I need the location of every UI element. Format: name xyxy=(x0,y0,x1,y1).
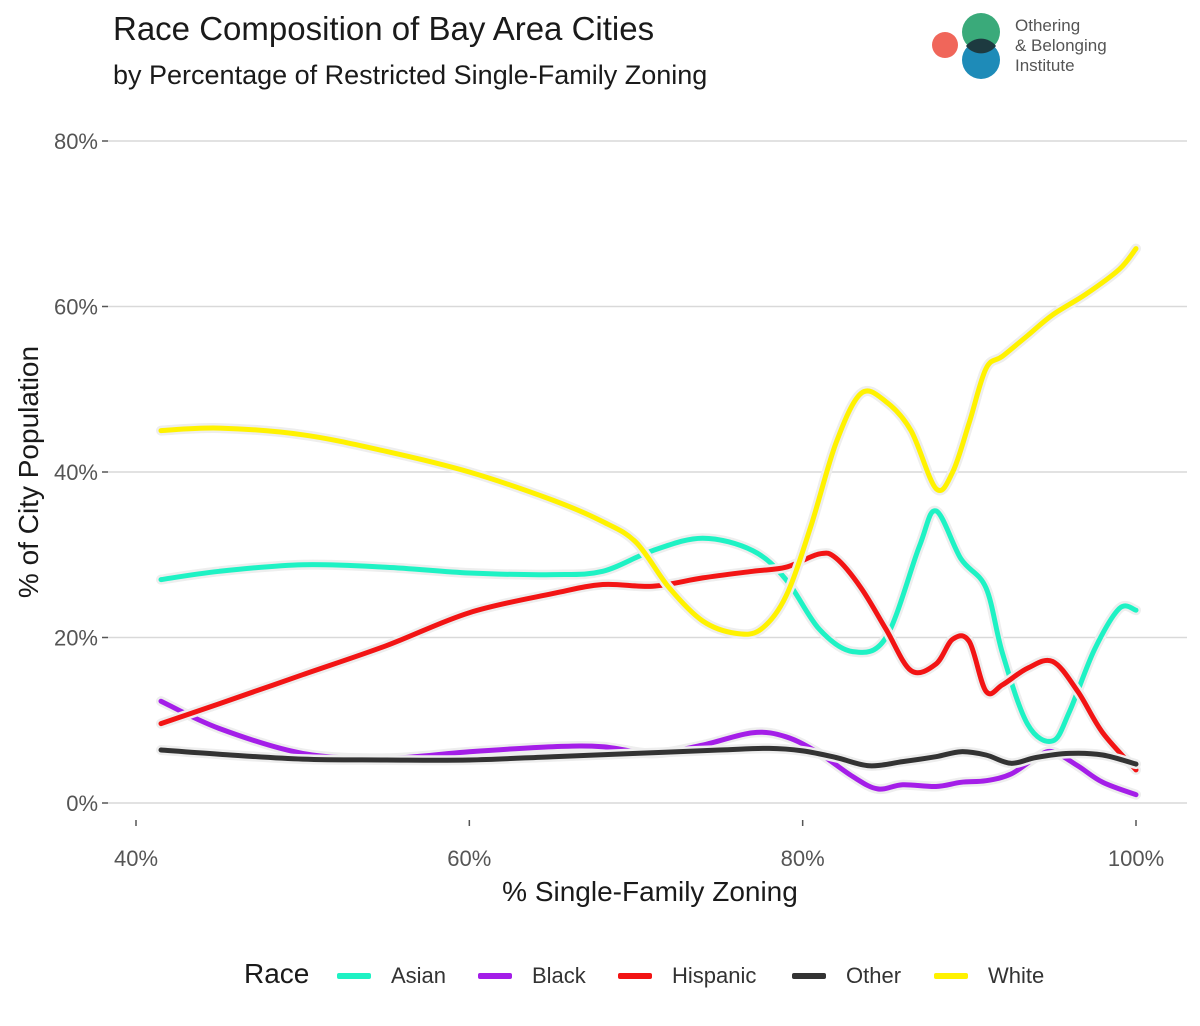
gridlines xyxy=(108,140,1187,804)
legend-item-white: White xyxy=(934,962,1044,990)
logo-mark-icon xyxy=(932,13,1000,79)
logo-line-2: & Belonging xyxy=(1015,36,1107,55)
chart-subtitle: by Percentage of Restricted Single-Famil… xyxy=(113,60,708,90)
chart-title: Race Composition of Bay Area Cities xyxy=(113,10,655,47)
legend-item-black: Black xyxy=(478,962,586,990)
legend-swatch-white xyxy=(934,973,968,979)
series-line-other xyxy=(158,745,1139,769)
legend-item-hispanic: Hispanic xyxy=(618,962,756,990)
line-chart: 0% 20% 40% 60% 80% 40% 60% 80% 100% % Single-Fa… xyxy=(13,129,1187,907)
series-line-asian xyxy=(158,508,1139,744)
y-tick-label: 40% xyxy=(54,460,98,485)
logo-text: Othering & Belonging Institute xyxy=(1015,16,1107,76)
legend-swatch-hispanic xyxy=(618,973,652,979)
x-tick-label: 40% xyxy=(114,846,158,871)
legend-label-asian: Asian xyxy=(391,963,447,988)
x-tick-label: 100% xyxy=(1108,846,1164,871)
y-tick-label: 20% xyxy=(54,626,98,651)
x-axis-ticks: 40% 60% 80% 100% xyxy=(114,820,1164,871)
logo-overlap xyxy=(966,38,996,54)
x-tick-label: 60% xyxy=(447,846,491,871)
legend-swatch-other xyxy=(792,973,826,979)
institute-logo: Othering & Belonging Institute xyxy=(925,10,1185,85)
x-tick-label: 80% xyxy=(781,846,825,871)
legend-label-black: Black xyxy=(532,963,586,988)
legend-swatch-black xyxy=(478,973,512,979)
series-line-white xyxy=(158,246,1139,637)
series-lines xyxy=(156,243,1141,800)
legend-title: Race xyxy=(244,958,310,989)
y-axis-ticks: 0% 20% 40% 60% 80% xyxy=(54,129,108,816)
y-tick-label: 0% xyxy=(66,791,98,816)
logo-line-3: Institute xyxy=(1015,56,1075,75)
y-tick-label: 60% xyxy=(54,295,98,320)
y-tick-label: 80% xyxy=(54,129,98,154)
legend-label-hispanic: Hispanic xyxy=(672,963,757,988)
logo-line-1: Othering xyxy=(1015,16,1081,35)
legend-label-white: White xyxy=(988,963,1045,988)
logo-red-dot xyxy=(932,32,958,58)
legend-item-other: Other xyxy=(792,962,901,990)
legend-swatch-asian xyxy=(337,973,371,979)
y-axis-label: % of City Population xyxy=(13,346,44,598)
legend-label-other: Other xyxy=(846,963,902,988)
legend: Race Asian Black Hispanic Other White xyxy=(0,955,1200,1000)
series-halo-asian xyxy=(156,505,1141,747)
x-axis-label: % Single-Family Zoning xyxy=(502,876,798,907)
legend-item-asian: Asian xyxy=(337,962,446,990)
series-line-hispanic xyxy=(158,550,1139,773)
